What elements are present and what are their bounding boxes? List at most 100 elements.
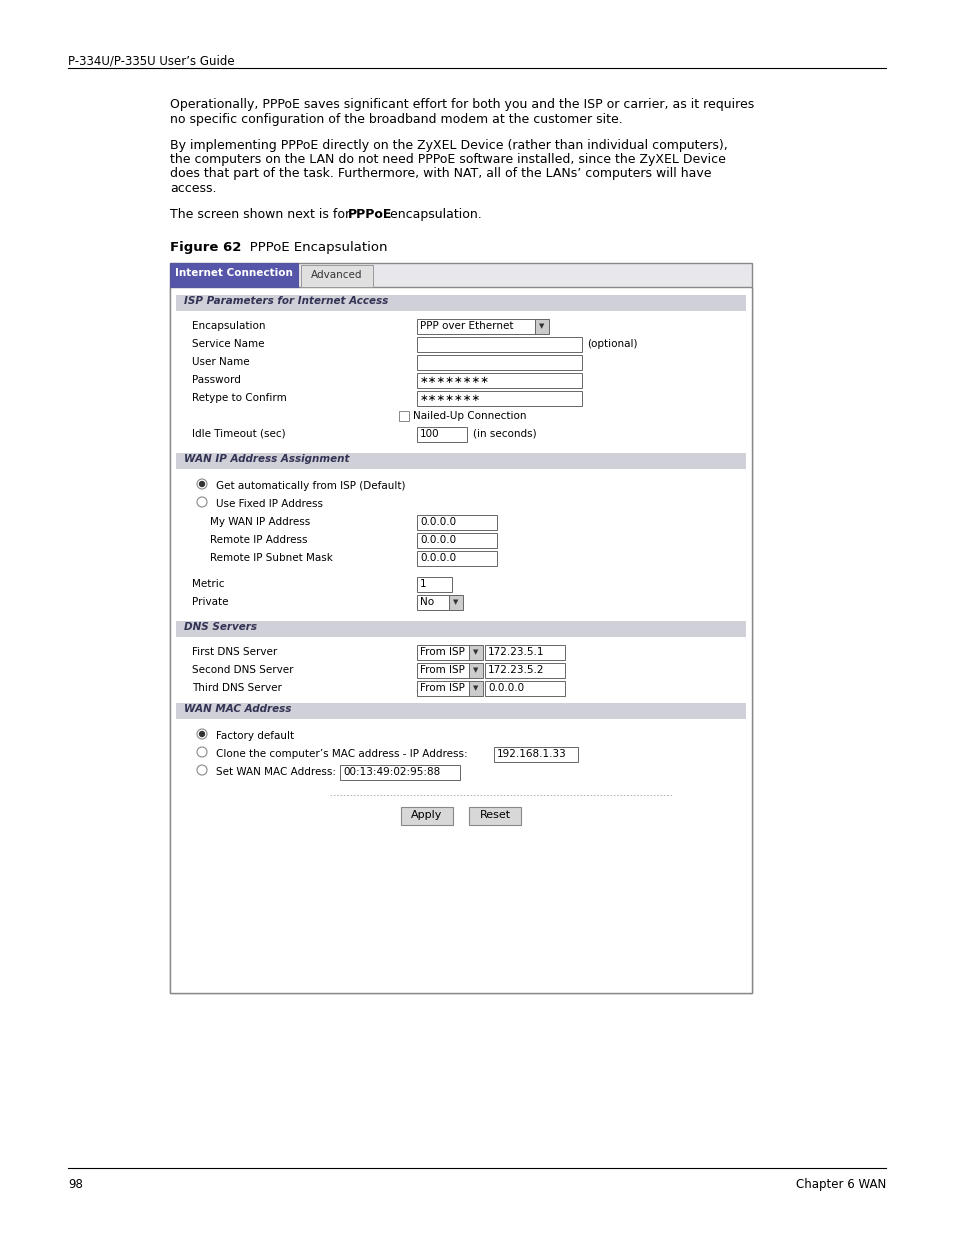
Bar — [416, 319, 535, 333]
Text: Remote IP Subnet Mask: Remote IP Subnet Mask — [210, 553, 333, 563]
Bar — [339, 764, 459, 781]
Bar — [416, 337, 581, 352]
Text: PPPoE Encapsulation: PPPoE Encapsulation — [236, 241, 387, 253]
Bar — [416, 645, 469, 659]
Text: 100: 100 — [419, 429, 439, 438]
Circle shape — [196, 729, 207, 739]
Text: ▼: ▼ — [538, 324, 544, 330]
Text: Second DNS Server: Second DNS Server — [192, 664, 294, 676]
Text: User Name: User Name — [192, 357, 250, 367]
Bar — [535, 319, 548, 333]
Circle shape — [196, 496, 207, 508]
Text: WAN MAC Address: WAN MAC Address — [184, 704, 291, 714]
Circle shape — [196, 479, 207, 489]
Bar — [416, 515, 497, 530]
Text: First DNS Server: First DNS Server — [192, 647, 277, 657]
Text: 172.23.5.2: 172.23.5.2 — [488, 664, 544, 676]
Text: Remote IP Address: Remote IP Address — [210, 535, 307, 545]
Text: PPP over Ethernet: PPP over Ethernet — [419, 321, 513, 331]
Text: Private: Private — [192, 597, 229, 606]
Text: PPPoE: PPPoE — [348, 207, 392, 221]
Text: 0.0.0.0: 0.0.0.0 — [419, 553, 456, 563]
Text: Encapsulation: Encapsulation — [192, 321, 265, 331]
Bar — [175, 453, 745, 469]
Text: From ISP: From ISP — [419, 664, 464, 676]
Bar — [416, 595, 449, 610]
Text: From ISP: From ISP — [419, 683, 464, 693]
Bar — [400, 806, 453, 825]
Bar — [301, 266, 373, 287]
Bar — [398, 411, 409, 421]
Text: Factory default: Factory default — [215, 731, 294, 741]
Text: Clone the computer’s MAC address - IP Address:: Clone the computer’s MAC address - IP Ad… — [215, 748, 467, 760]
Text: My WAN IP Address: My WAN IP Address — [210, 517, 310, 527]
Circle shape — [196, 764, 207, 776]
Bar — [175, 703, 745, 719]
Bar — [416, 373, 581, 388]
Text: ▼: ▼ — [473, 685, 478, 692]
Text: ∗∗∗∗∗∗∗∗: ∗∗∗∗∗∗∗∗ — [419, 375, 490, 385]
Bar — [484, 680, 564, 697]
Text: access.: access. — [170, 182, 216, 195]
Text: Idle Timeout (sec): Idle Timeout (sec) — [192, 429, 285, 438]
Bar — [416, 391, 581, 406]
Text: ISP Parameters for Internet Access: ISP Parameters for Internet Access — [184, 296, 388, 306]
Text: ▼: ▼ — [453, 599, 458, 605]
Text: Figure 62: Figure 62 — [170, 241, 241, 253]
Bar — [170, 263, 751, 993]
Bar — [416, 534, 497, 548]
Text: does that part of the task. Furthermore, with NAT, all of the LANs’ computers wi: does that part of the task. Furthermore,… — [170, 168, 711, 180]
Text: encapsulation.: encapsulation. — [386, 207, 481, 221]
Circle shape — [199, 731, 204, 736]
Bar — [449, 595, 462, 610]
Text: P-334U/P-335U User’s Guide: P-334U/P-335U User’s Guide — [68, 56, 234, 68]
Bar — [469, 680, 482, 697]
Bar — [484, 645, 564, 659]
Text: Apply: Apply — [411, 810, 442, 820]
Text: The screen shown next is for: The screen shown next is for — [170, 207, 354, 221]
Bar — [469, 663, 482, 678]
Text: 172.23.5.1: 172.23.5.1 — [488, 647, 544, 657]
Bar — [416, 427, 467, 442]
Text: Service Name: Service Name — [192, 338, 264, 350]
Text: ▼: ▼ — [473, 667, 478, 673]
Bar — [484, 663, 564, 678]
Text: Retype to Confirm: Retype to Confirm — [192, 393, 287, 403]
Text: Nailed-Up Connection: Nailed-Up Connection — [413, 411, 526, 421]
Text: Metric: Metric — [192, 579, 224, 589]
Text: Use Fixed IP Address: Use Fixed IP Address — [215, 499, 323, 509]
Text: ∗∗∗∗∗∗∗: ∗∗∗∗∗∗∗ — [419, 393, 480, 403]
Text: no specific configuration of the broadband modem at the customer site.: no specific configuration of the broadba… — [170, 112, 622, 126]
Text: 98: 98 — [68, 1178, 83, 1191]
Text: 00:13:49:02:95:88: 00:13:49:02:95:88 — [343, 767, 439, 777]
Bar — [416, 663, 469, 678]
Bar — [416, 354, 581, 370]
Text: Set WAN MAC Address:: Set WAN MAC Address: — [215, 767, 335, 777]
Text: 192.168.1.33: 192.168.1.33 — [497, 748, 566, 760]
Bar — [170, 287, 751, 993]
Bar — [469, 806, 520, 825]
Text: Internet Connection: Internet Connection — [175, 268, 293, 278]
Text: 0.0.0.0: 0.0.0.0 — [488, 683, 523, 693]
Text: 1: 1 — [419, 579, 426, 589]
Text: (optional): (optional) — [586, 338, 637, 350]
Bar — [494, 747, 578, 762]
Text: ▼: ▼ — [473, 650, 478, 656]
Text: Third DNS Server: Third DNS Server — [192, 683, 281, 693]
Bar — [416, 680, 469, 697]
Text: Operationally, PPPoE saves significant effort for both you and the ISP or carrie: Operationally, PPPoE saves significant e… — [170, 98, 754, 111]
Text: From ISP: From ISP — [419, 647, 464, 657]
Text: WAN IP Address Assignment: WAN IP Address Assignment — [184, 454, 349, 464]
Bar — [170, 263, 297, 287]
Text: By implementing PPPoE directly on the ZyXEL Device (rather than individual compu: By implementing PPPoE directly on the Zy… — [170, 138, 727, 152]
Text: Get automatically from ISP (Default): Get automatically from ISP (Default) — [215, 480, 405, 492]
Text: No: No — [419, 597, 434, 606]
Text: (in seconds): (in seconds) — [473, 429, 536, 438]
Text: 0.0.0.0: 0.0.0.0 — [419, 535, 456, 545]
Text: DNS Servers: DNS Servers — [184, 622, 256, 632]
Text: the computers on the LAN do not need PPPoE software installed, since the ZyXEL D: the computers on the LAN do not need PPP… — [170, 153, 725, 165]
Bar — [175, 621, 745, 637]
Text: Reset: Reset — [479, 810, 510, 820]
Bar — [416, 551, 497, 566]
Bar — [416, 577, 452, 592]
